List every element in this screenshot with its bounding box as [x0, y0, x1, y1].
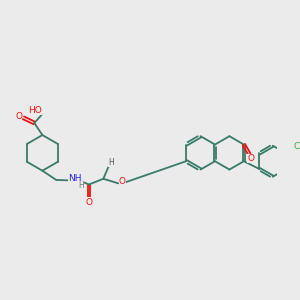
Text: O: O [15, 112, 22, 121]
Text: H: H [78, 181, 84, 190]
Text: O: O [247, 154, 254, 164]
Text: Cl: Cl [294, 142, 300, 151]
Text: NH: NH [68, 174, 82, 183]
Text: HO: HO [28, 106, 42, 115]
Text: O: O [85, 198, 92, 207]
Text: O: O [119, 177, 126, 186]
Text: H: H [108, 158, 114, 167]
